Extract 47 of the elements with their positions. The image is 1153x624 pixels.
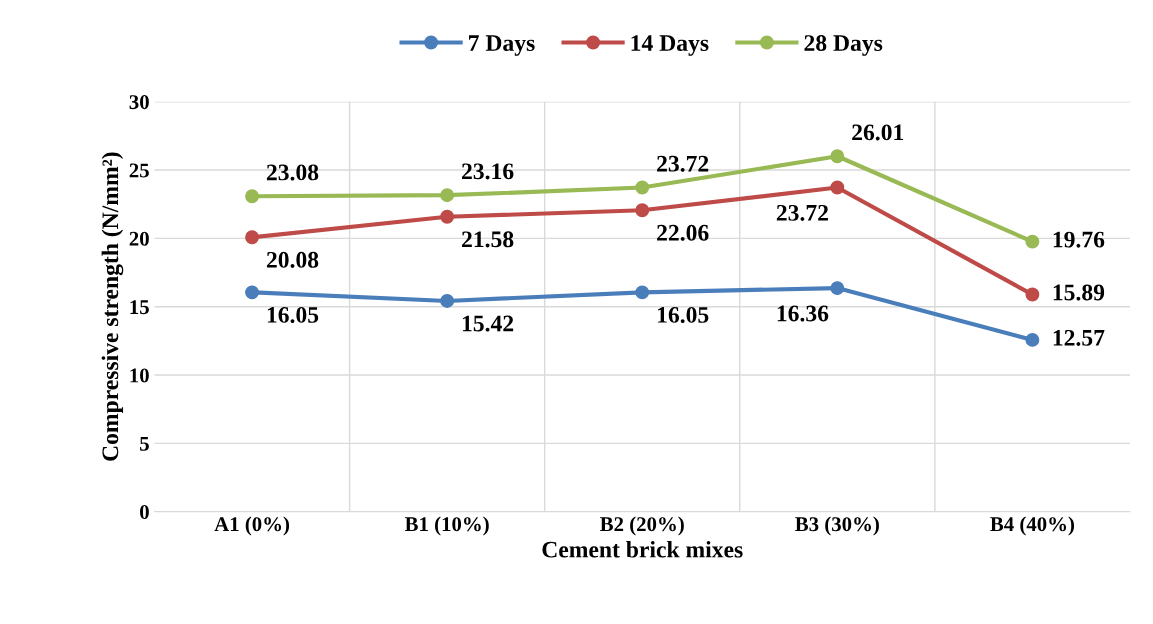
point xyxy=(1025,287,1040,302)
legend-label: 28 Days xyxy=(804,35,883,56)
x-tick-label: B4 (40%) xyxy=(990,516,1075,536)
data-label: 23.72 xyxy=(657,155,709,172)
point xyxy=(1025,234,1040,249)
point xyxy=(830,180,845,195)
y-tick-label: 25 xyxy=(129,163,149,178)
point xyxy=(635,180,650,195)
data-label: 16.05 xyxy=(267,306,319,323)
point xyxy=(245,230,259,245)
y-tick-label: 30 xyxy=(129,95,149,110)
data-label: 16.36 xyxy=(777,305,829,322)
legend-label: 7 Days xyxy=(469,35,535,56)
point xyxy=(830,281,845,296)
point xyxy=(635,203,650,218)
y-tick-label: 0 xyxy=(140,505,149,520)
y-axis-title: Compressive strength (N/mm²) xyxy=(101,152,124,461)
data-label: 20.08 xyxy=(266,251,319,268)
x-tick-label: B1 (10%) xyxy=(404,516,489,536)
data-label: 15.42 xyxy=(462,315,514,332)
y-tick-label: 5 xyxy=(140,436,149,451)
y-tick-label: 20 xyxy=(129,231,149,246)
data-label: 16.05 xyxy=(658,306,709,323)
x-tick-label: A1 (0%) xyxy=(214,516,290,536)
point xyxy=(245,189,259,204)
data-label: 23.72 xyxy=(776,204,828,221)
data-label: 22.06 xyxy=(657,224,709,241)
point xyxy=(440,209,455,224)
data-label: 23.08 xyxy=(266,164,319,181)
point xyxy=(635,285,650,300)
point xyxy=(440,294,455,308)
x-tick-label: B2 (20%) xyxy=(600,516,684,536)
point xyxy=(1025,332,1040,347)
data-label: 21.58 xyxy=(462,231,514,248)
point xyxy=(830,149,845,164)
data-label: 26.01 xyxy=(852,124,904,141)
x-axis-title: Cement brick mixes xyxy=(542,540,743,558)
y-tick-label: 15 xyxy=(130,300,149,315)
data-label: 23.16 xyxy=(462,163,514,180)
point xyxy=(440,188,455,203)
data-label: 12.57 xyxy=(1053,329,1105,346)
legend-label: 14 Days xyxy=(631,35,709,56)
data-label: 15.89 xyxy=(1053,284,1105,301)
point xyxy=(245,285,259,300)
data-label: 19.76 xyxy=(1053,231,1105,248)
x-tick-label: B3 (30%) xyxy=(795,516,879,536)
y-tick-label: 10 xyxy=(130,368,149,383)
